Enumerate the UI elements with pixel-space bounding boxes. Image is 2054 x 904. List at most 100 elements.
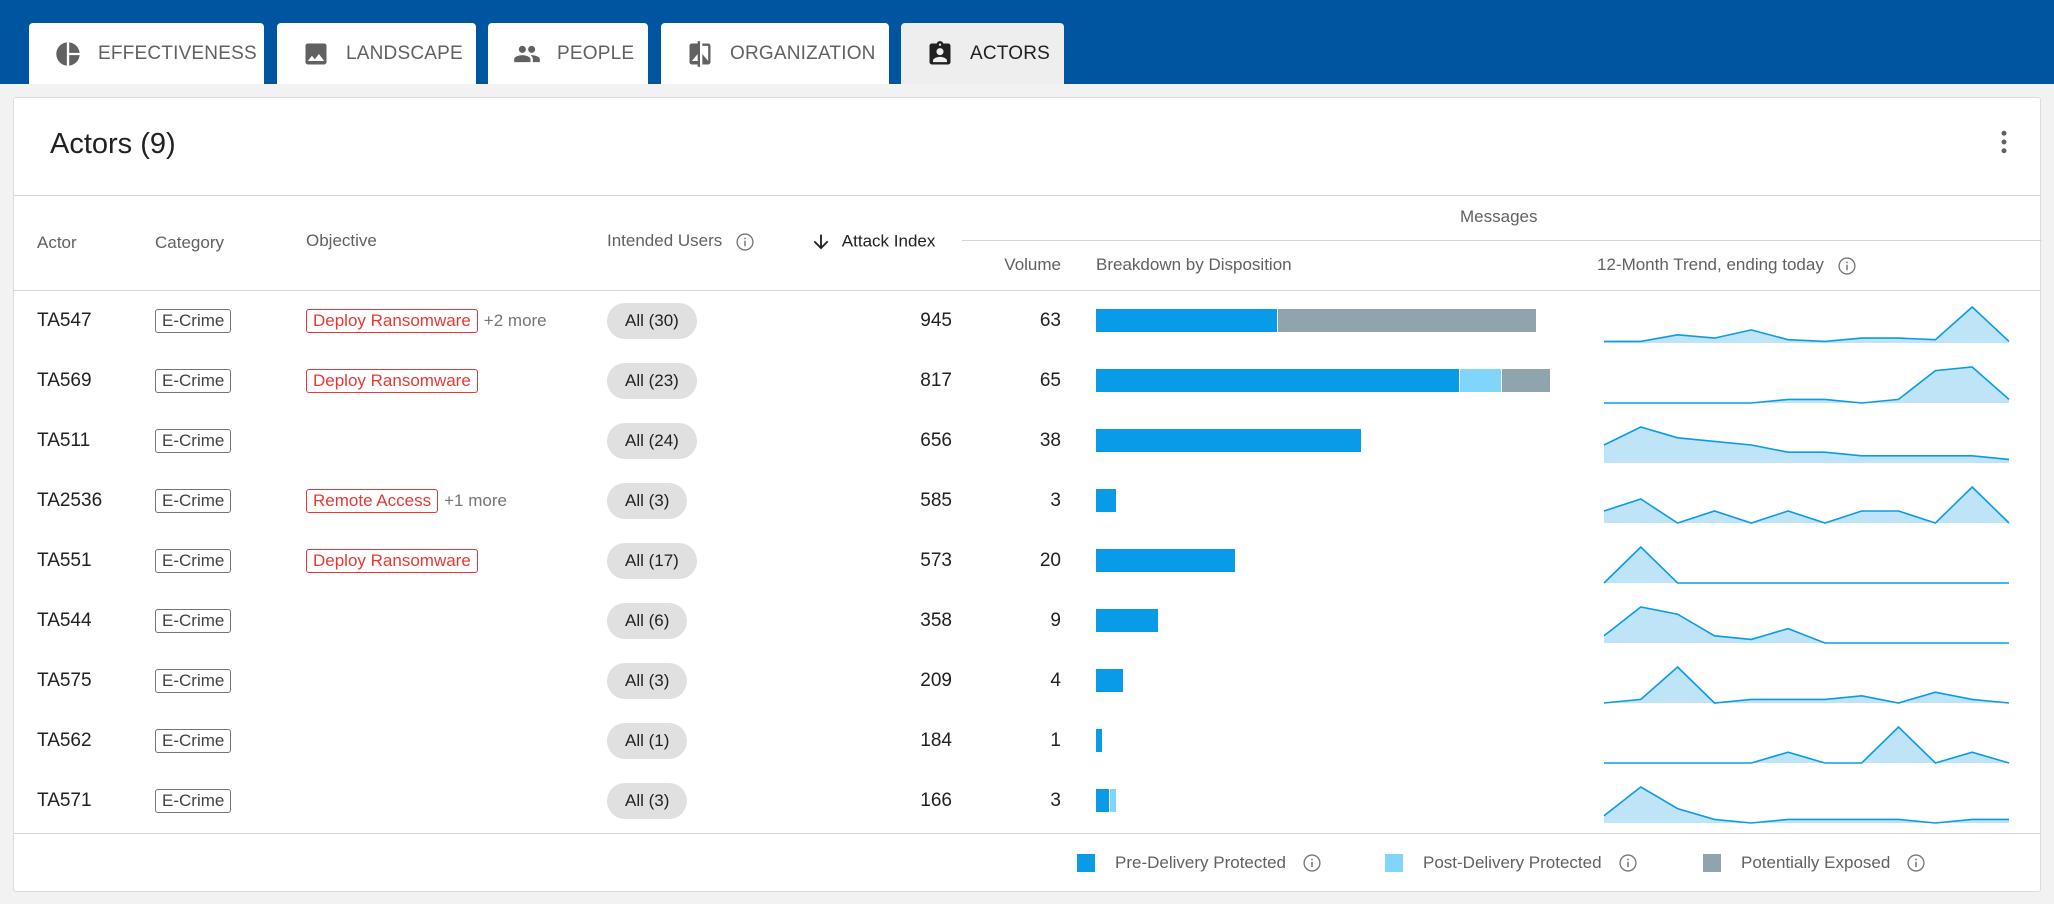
intended-users-chip[interactable]: All (17) bbox=[607, 543, 697, 579]
legend-label: Post-Delivery Protected bbox=[1423, 853, 1602, 872]
objective-more-link[interactable]: +1 more bbox=[444, 491, 507, 510]
compare-icon bbox=[686, 40, 714, 68]
tab-label: PEOPLE bbox=[557, 42, 635, 64]
info-icon[interactable] bbox=[1618, 853, 1638, 873]
trend-sparkline[interactable] bbox=[1603, 424, 2010, 466]
table-row[interactable]: TA562 E-Crime All (1) 184 1 bbox=[14, 711, 2040, 771]
disposition-bar[interactable] bbox=[1096, 729, 1561, 753]
actor-name[interactable]: TA571 bbox=[37, 790, 92, 811]
legend-item-post-delivery: Post-Delivery Protected bbox=[1385, 848, 1638, 878]
col-header-intended-users[interactable]: Intended Users bbox=[607, 231, 755, 252]
trend-sparkline[interactable] bbox=[1603, 784, 2010, 826]
legend-swatch bbox=[1077, 854, 1095, 872]
col-header-category[interactable]: Category bbox=[155, 233, 224, 252]
col-header-volume[interactable]: Volume bbox=[1004, 255, 1061, 274]
objective-cell: Deploy Ransomware bbox=[306, 351, 478, 411]
intended-users-chip[interactable]: All (3) bbox=[607, 483, 688, 519]
actor-name[interactable]: TA575 bbox=[37, 670, 92, 691]
trend-line bbox=[1603, 426, 2010, 461]
trend-sparkline[interactable] bbox=[1603, 604, 2010, 646]
table-row[interactable]: TA569 E-Crime Deploy Ransomware All (23) 817… bbox=[14, 351, 2040, 411]
tab-people[interactable]: PEOPLE bbox=[488, 23, 648, 84]
tab-label: ORGANIZATION bbox=[730, 42, 876, 64]
intended-users-chip[interactable]: All (30) bbox=[607, 303, 697, 339]
tab-label: ACTORS bbox=[970, 42, 1051, 64]
trend-line bbox=[1603, 545, 2009, 584]
actor-name[interactable]: TA562 bbox=[37, 730, 92, 751]
table-row[interactable]: TA511 E-Crime All (24) 656 38 bbox=[14, 411, 2040, 471]
intended-users-chip[interactable]: All (3) bbox=[607, 663, 688, 699]
table-row[interactable]: TA547 E-Crime Deploy Ransomware +2 more All … bbox=[14, 291, 2040, 351]
intended-users-chip[interactable]: All (3) bbox=[607, 783, 688, 819]
trend-line bbox=[1604, 366, 2010, 404]
sort-arrow-down-icon bbox=[813, 234, 829, 250]
disposition-bar[interactable] bbox=[1096, 609, 1561, 633]
header-divider bbox=[14, 195, 2040, 196]
info-icon[interactable] bbox=[1302, 853, 1322, 873]
actor-name[interactable]: TA544 bbox=[37, 610, 92, 631]
actor-name[interactable]: TA551 bbox=[37, 550, 92, 571]
disposition-bar[interactable] bbox=[1096, 669, 1561, 693]
actor-name[interactable]: TA2536 bbox=[37, 490, 103, 511]
trend-sparkline[interactable] bbox=[1603, 664, 2010, 706]
bar-segment-pre-delivery bbox=[1096, 429, 1361, 452]
trend-area bbox=[1604, 547, 2009, 583]
tab-organization[interactable]: ORGANIZATION bbox=[661, 23, 889, 84]
image-icon bbox=[302, 40, 330, 68]
intended-users-chip[interactable]: All (24) bbox=[607, 423, 697, 459]
legend-label: Pre-Delivery Protected bbox=[1115, 853, 1287, 872]
tab-landscape[interactable]: LANDSCAPE bbox=[277, 23, 476, 84]
attack-index-value: 585 bbox=[920, 490, 952, 511]
tab-effectiveness[interactable]: EFFECTIVENESS bbox=[29, 23, 264, 84]
objective-tag: Remote Access bbox=[306, 489, 439, 513]
disposition-bar[interactable] bbox=[1096, 489, 1561, 513]
disposition-bar[interactable] bbox=[1096, 549, 1561, 573]
volume-value: 3 bbox=[1050, 490, 1061, 511]
messages-divider bbox=[962, 240, 2042, 241]
col-header-objective[interactable]: Objective bbox=[306, 231, 377, 250]
info-icon[interactable] bbox=[735, 232, 755, 252]
trend-sparkline[interactable] bbox=[1603, 544, 2010, 586]
trend-area bbox=[1604, 487, 2009, 523]
info-icon[interactable] bbox=[1906, 853, 1926, 873]
actor-name[interactable]: TA569 bbox=[37, 370, 92, 391]
trend-sparkline[interactable] bbox=[1603, 724, 2010, 766]
trend-sparkline[interactable] bbox=[1603, 304, 2010, 346]
objective-more-link[interactable]: +2 more bbox=[483, 311, 547, 330]
disposition-bar[interactable] bbox=[1096, 309, 1561, 333]
tab-actors[interactable]: ACTORS bbox=[901, 23, 1064, 84]
info-icon[interactable] bbox=[1837, 256, 1857, 276]
table-row[interactable]: TA571 E-Crime All (3) 166 3 bbox=[14, 771, 2040, 831]
col-header-trend[interactable]: 12-Month Trend, ending today bbox=[1597, 255, 1857, 276]
col-header-label: 12-Month Trend, ending today bbox=[1597, 255, 1824, 274]
users-cell: All (6) bbox=[607, 591, 688, 651]
table-row[interactable]: TA544 E-Crime All (6) 358 9 bbox=[14, 591, 2040, 651]
disposition-bar[interactable] bbox=[1096, 429, 1561, 453]
col-group-messages: Messages bbox=[1460, 207, 1538, 226]
trend-area bbox=[1604, 427, 2009, 463]
col-header-actor[interactable]: Actor bbox=[37, 233, 77, 252]
intended-users-chip[interactable]: All (23) bbox=[607, 363, 697, 399]
trend-sparkline[interactable] bbox=[1603, 484, 2010, 526]
attack-index-value: 817 bbox=[920, 370, 952, 391]
table-row[interactable]: TA2536 E-Crime Remote Access +1 more All (3)… bbox=[14, 471, 2040, 531]
trend-area bbox=[1604, 727, 2009, 763]
page-title: Actors (9) bbox=[50, 128, 176, 160]
table-row[interactable]: TA551 E-Crime Deploy Ransomware All (17) 573… bbox=[14, 531, 2040, 591]
legend-label: Potentially Exposed bbox=[1741, 853, 1891, 872]
actor-name[interactable]: TA547 bbox=[37, 310, 92, 331]
trend-sparkline[interactable] bbox=[1603, 364, 2010, 406]
col-header-attack-index[interactable]: Attack Index bbox=[810, 231, 935, 253]
category-cell: E-Crime bbox=[155, 771, 232, 831]
category-tag: E-Crime bbox=[155, 609, 232, 633]
actor-name[interactable]: TA511 bbox=[37, 430, 91, 451]
col-header-breakdown[interactable]: Breakdown by Disposition bbox=[1096, 255, 1292, 274]
intended-users-chip[interactable]: All (6) bbox=[607, 603, 688, 639]
disposition-bar[interactable] bbox=[1096, 789, 1561, 813]
category-cell: E-Crime bbox=[155, 711, 232, 771]
more-options-button[interactable] bbox=[1986, 124, 2022, 160]
table-row[interactable]: TA575 E-Crime All (3) 209 4 bbox=[14, 651, 2040, 711]
disposition-bar[interactable] bbox=[1096, 369, 1561, 393]
intended-users-chip[interactable]: All (1) bbox=[607, 723, 688, 759]
users-cell: All (30) bbox=[607, 291, 697, 351]
